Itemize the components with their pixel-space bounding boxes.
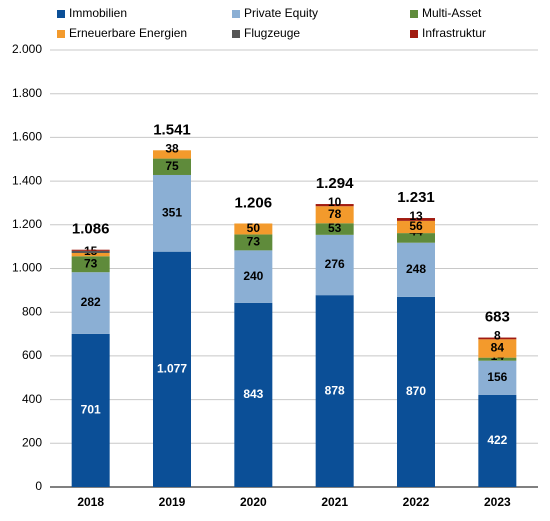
legend-label: Flugzeuge [244,26,300,40]
x-tick-label: 2022 [403,495,430,509]
legend-label: Private Equity [244,6,318,20]
bar-segment [234,223,273,235]
legend-swatch [232,10,240,18]
legend-label: Immobilien [69,6,127,20]
x-tick-label: 2021 [321,495,348,509]
bar-segment [234,234,273,251]
data-label: 13 [409,209,423,223]
data-label: 73 [247,235,261,249]
y-tick-label: 200 [22,435,42,449]
bar-segment [478,337,517,340]
legend-swatch [232,30,240,38]
legend-swatch [410,30,418,38]
bar-segment [234,250,273,303]
total-label: 1.086 [72,221,110,238]
data-label: 56 [409,219,423,233]
legend-swatch [410,10,418,18]
data-label: 282 [81,295,101,309]
bar-segment [153,150,191,159]
y-tick-label: 1.600 [12,130,42,144]
data-label: 870 [406,384,426,398]
bar-segment [315,206,354,224]
total-label: 1.206 [235,194,273,211]
data-label: 10 [328,195,342,209]
data-label: 843 [243,387,263,401]
legend-label: Multi-Asset [422,6,482,20]
bar-segment [315,223,354,235]
y-tick-label: 1.400 [12,173,42,187]
bar-segment [478,339,517,358]
y-tick-label: 400 [22,392,42,406]
data-label: 422 [487,433,507,447]
y-tick-label: 0 [35,479,42,493]
total-label: 1.294 [316,175,354,192]
data-label: 248 [406,262,426,276]
y-tick-label: 600 [22,348,42,362]
bar-segment [234,302,273,487]
y-tick-label: 1.000 [12,261,42,275]
bar-segment [71,250,110,253]
bar-segment [397,218,435,221]
bar-segment [153,251,191,487]
x-tick-label: 2018 [77,495,104,509]
data-label: 73 [84,256,98,270]
bar-segment [71,333,110,487]
legend-label: Erneuerbare Energien [69,26,187,40]
bar-segment [397,242,435,297]
x-tick-label: 2023 [484,495,511,509]
bar-segment [153,158,191,175]
data-label: 8 [494,329,501,343]
y-tick-label: 1.800 [12,86,42,100]
y-tick-label: 2.000 [12,42,42,56]
bar-segment [478,357,517,361]
y-tick-label: 800 [22,304,42,318]
data-label: 84 [491,341,505,355]
total-label: 683 [485,309,510,326]
data-label: 53 [328,221,342,235]
bar-segment [315,295,354,487]
data-label: 156 [487,370,507,384]
data-label: 351 [162,206,182,220]
bar-segment [315,234,354,296]
bar-segment [397,220,435,234]
data-label: 50 [247,221,261,235]
bar-segment [153,174,191,252]
bar-segment [71,256,110,273]
data-label: 276 [325,257,345,271]
bar-segment [71,249,110,251]
legend-swatch [57,10,65,18]
data-label: 38 [165,141,179,155]
data-label: 78 [328,207,342,221]
bar-segment [71,252,110,257]
bar-segment [397,296,435,487]
x-tick-label: 2019 [159,495,186,509]
bar-segment [71,272,110,334]
total-label: 1.541 [153,121,191,138]
data-label: 75 [165,159,179,173]
data-label: 240 [243,269,263,283]
data-label: 878 [325,383,345,397]
x-tick-label: 2020 [240,495,267,509]
y-tick-label: 1.200 [12,217,42,231]
bar-segment [478,360,517,395]
legend-label: Infrastruktur [422,26,486,40]
bar-segment [397,233,435,243]
legend-swatch [57,30,65,38]
total-label: 1.231 [397,189,435,206]
bar-segment [315,204,354,207]
data-label: 701 [81,403,101,417]
bar-segment [478,394,517,487]
data-label: 1.077 [157,362,187,376]
